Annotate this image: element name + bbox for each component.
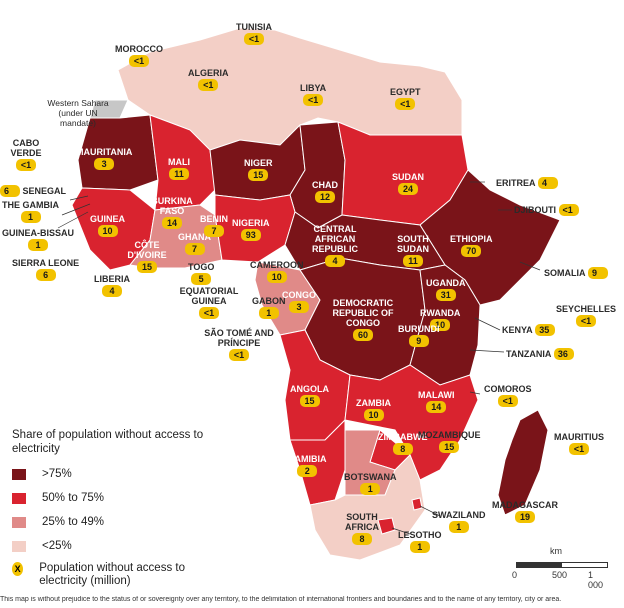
label-morocco: MOROCCO <1 [115, 44, 163, 67]
label-burkina-faso: BURKINA FASO 14 [151, 196, 193, 229]
legend-title: Share of population without access to el… [12, 429, 204, 455]
label-mauritius: MAURITIUS <1 [554, 432, 604, 455]
legend-item-50-75: 50% to 75% [12, 488, 232, 508]
scale-bar: km 0 500 1 000 [506, 546, 610, 590]
label-rwanda: RWANDA 10 [420, 308, 461, 331]
label-cote-divoire: CÔTE D'IVOIRE 15 [127, 240, 167, 273]
label-egypt: EGYPT <1 [390, 87, 421, 110]
label-senegal: 6 SENEGAL [0, 184, 66, 197]
label-kenya: KENYA 35 [502, 323, 556, 336]
label-sierra-leone: SIERRA LEONE 6 [12, 258, 80, 281]
region-swaziland [411, 497, 423, 511]
region-madagascar [497, 409, 549, 516]
label-angola: ANGOLA 15 [290, 384, 329, 407]
legend-label-under-25: <25% [42, 540, 72, 552]
label-madagascar: MADAGASCAR 19 [492, 500, 558, 523]
label-lesotho: LESOTHO 1 [398, 530, 442, 553]
label-zimbabwe: ZIMBABWE 8 [378, 432, 428, 455]
legend-item-under-25: <25% [12, 536, 232, 556]
legend-swatch-25-49 [12, 516, 26, 528]
label-uganda: UGANDA 31 [426, 278, 466, 301]
label-seychelles: SEYCHELLES <1 [556, 304, 617, 327]
label-malawi: MALAWI 14 [418, 390, 455, 413]
region-sahel-west [149, 114, 216, 211]
legend-swatch-over-75 [12, 468, 26, 480]
scale-tick-500: 500 [552, 570, 568, 580]
label-ethiopia: ETHIOPIA 70 [450, 234, 493, 257]
label-djibouti: DJIBOUTI <1 [514, 203, 579, 216]
label-benin: BENIN 7 [200, 214, 229, 237]
region-mauritania [77, 114, 159, 191]
label-sao-tome: SÃO TOMÉ AND PRÍNCIPE <1 [204, 328, 274, 361]
label-somalia: SOMALIA 9 [544, 266, 609, 279]
legend-item-population: X Population without access to electrici… [12, 562, 232, 588]
label-comoros: COMOROS <1 [484, 384, 532, 407]
label-eq-guinea: EQUATORIAL GUINEA <1 [179, 286, 239, 319]
label-guinea-bissau: GUINEA-BISSAU 1 [2, 228, 75, 251]
scale-unit: km [550, 546, 562, 556]
legend-label-population: Population without access to electricity… [39, 562, 185, 587]
label-swaziland: SWAZILAND 1 [432, 510, 486, 533]
label-libya: LIBYA <1 [300, 83, 327, 106]
label-mozambique: MOZAMBIQUE 15 [418, 430, 481, 453]
legend-label-25-49: 25% to 49% [42, 516, 105, 528]
label-liberia: LIBERIA 4 [94, 274, 130, 297]
label-burundi: BURUNDI 9 [398, 324, 440, 347]
legend-label-50-75: 50% to 75% [42, 492, 105, 504]
label-congo: CONGO 3 [282, 290, 317, 313]
label-gambia: THE GAMBIA 1 [2, 200, 59, 223]
region-lesotho [377, 517, 396, 535]
disclaimer-footnote: This map is without prejudice to the sta… [0, 596, 562, 603]
label-zambia: ZAMBIA 10 [356, 398, 391, 421]
label-namibia: NAMIBIA 2 [288, 454, 327, 477]
label-gabon: GABON 1 [252, 296, 286, 319]
label-car: CENTRAL AFRICAN REPUBLIC 4 [311, 224, 358, 267]
legend-swatch-50-75 [12, 492, 26, 504]
label-algeria: ALGERIA <1 [188, 68, 229, 91]
legend-label-over-75: >75% [42, 468, 72, 480]
label-tunisia: TUNISIA <1 [236, 22, 272, 45]
label-nigeria: NIGERIA 93 [232, 218, 270, 241]
legend-item-over-75: >75% [12, 464, 232, 484]
label-drc: DEMOCRATIC REPUBLIC OF CONGO 60 [332, 298, 394, 341]
label-chad: CHAD 12 [312, 180, 338, 203]
label-mali: MALI 11 [168, 157, 190, 180]
label-togo: TOGO 5 [188, 262, 215, 285]
scale-tick-0: 0 [512, 570, 518, 580]
label-south-sudan: SOUTH SUDAN 11 [396, 234, 429, 267]
leader-lines [57, 181, 541, 535]
label-cameroon: CAMEROON 10 [250, 260, 304, 283]
label-botswana: BOTSWANA 1 [344, 472, 397, 495]
scale-tick-1000: 1 000 [588, 570, 604, 590]
label-eritrea: ERITREA 4 [496, 176, 559, 189]
label-guinea: GUINEA 10 [90, 214, 126, 237]
legend-swatch-under-25 [12, 540, 26, 552]
map-legend: Share of population without access to el… [12, 428, 232, 588]
label-cabo-verde: CABO VERDE <1 [10, 138, 42, 171]
label-western-sahara: Western Sahara (under UN mandate) [47, 98, 109, 128]
label-ghana: GHANA 7 [178, 232, 211, 255]
label-south-africa: SOUTH AFRICA 8 [345, 512, 379, 545]
legend-badge-icon: X [12, 562, 24, 576]
label-niger: NIGER 15 [244, 158, 273, 181]
label-sudan: SUDAN 24 [392, 172, 425, 195]
label-mauritania: MAURITANIA 3 [76, 147, 133, 170]
scale-bar-graphic [516, 562, 608, 568]
region-south-africa [309, 454, 426, 561]
legend-item-25-49: 25% to 49% [12, 512, 232, 532]
label-tanzania: TANZANIA 36 [506, 347, 574, 360]
